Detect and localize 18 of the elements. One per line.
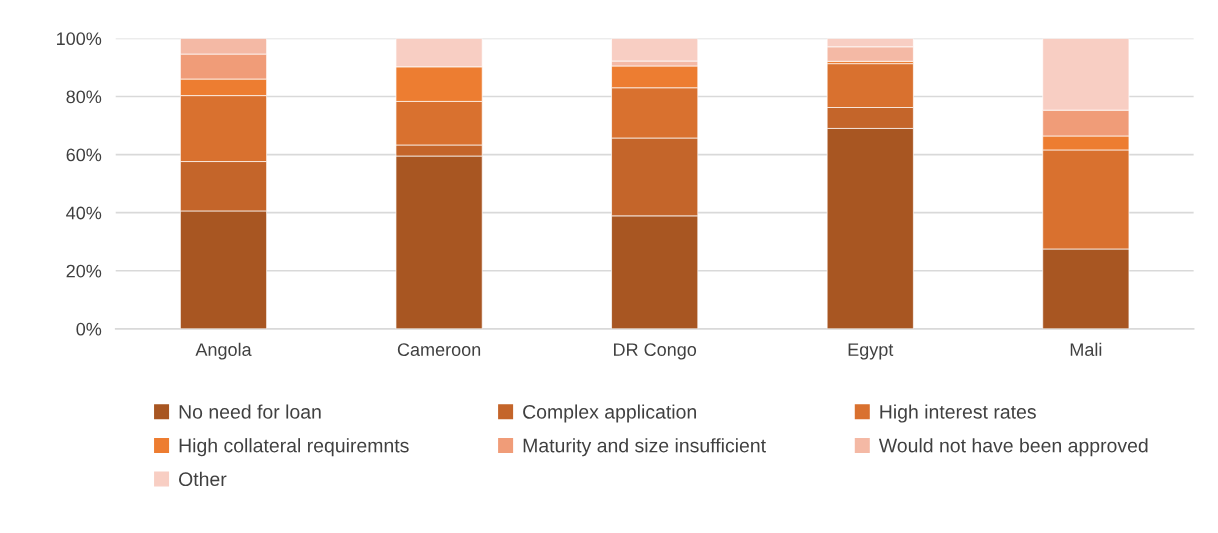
legend-label: Complex application bbox=[523, 404, 696, 423]
x-tick-label: Angola bbox=[195, 342, 252, 360]
y-tick-label: 60% bbox=[66, 148, 102, 162]
y-tick-label: 80% bbox=[66, 90, 102, 104]
y-tick-label: 0% bbox=[76, 322, 102, 336]
y-tick-label: 20% bbox=[66, 264, 102, 278]
legend-label: Other bbox=[179, 471, 227, 487]
legend-label: Would not have been approved bbox=[878, 438, 1148, 457]
legend-label: No need for loan bbox=[179, 404, 321, 419]
x-tick-label: DR Congo bbox=[614, 343, 697, 360]
legend-label: High interest rates bbox=[880, 404, 1036, 423]
y-tick-label: 40% bbox=[66, 206, 102, 220]
legend-label: High collateral requiremnts bbox=[179, 438, 409, 457]
y-tick-label: 100% bbox=[57, 32, 102, 46]
legend-label: Maturity and size insufficient bbox=[523, 438, 766, 457]
x-tick-label: Egypt bbox=[848, 343, 894, 360]
x-tick-label: Mali bbox=[1070, 342, 1102, 357]
x-tick-label: Cameroon bbox=[397, 343, 481, 357]
